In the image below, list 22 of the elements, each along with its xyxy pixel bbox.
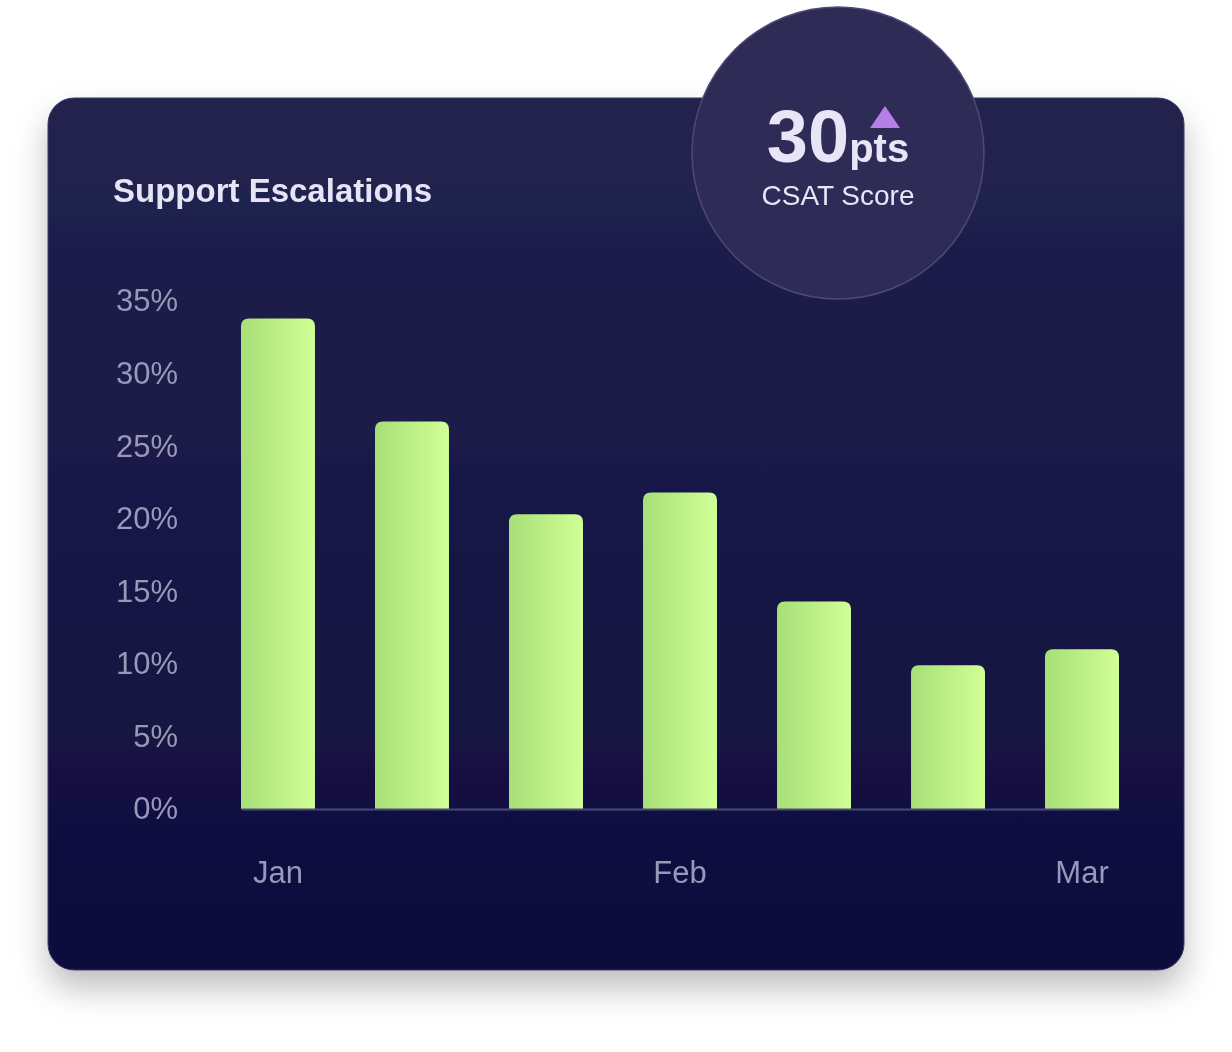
y-tick-label: 35% bbox=[115, 283, 178, 319]
text: 30 bbox=[766, 95, 850, 178]
bar bbox=[643, 492, 717, 809]
bar bbox=[509, 514, 583, 809]
x-tick-label: Jan bbox=[252, 855, 303, 891]
y-tick-label: 15% bbox=[115, 573, 178, 609]
chart-title: Support Escalations bbox=[113, 172, 433, 209]
bar bbox=[777, 601, 851, 809]
text: pts bbox=[849, 126, 910, 170]
x-tick-label: Mar bbox=[1055, 855, 1109, 891]
y-tick-label: 20% bbox=[115, 501, 178, 537]
bar bbox=[911, 665, 985, 809]
y-tick-label: 5% bbox=[133, 718, 178, 754]
y-tick-label: 30% bbox=[115, 355, 178, 391]
bar bbox=[375, 421, 449, 809]
y-tick-label: 10% bbox=[115, 646, 178, 682]
x-tick-label: Feb bbox=[653, 855, 707, 891]
y-tick-label: 25% bbox=[115, 428, 178, 464]
bar bbox=[1045, 649, 1119, 809]
bar bbox=[241, 318, 315, 809]
y-tick-label: 0% bbox=[133, 791, 178, 827]
text: CSAT Score bbox=[761, 180, 915, 211]
